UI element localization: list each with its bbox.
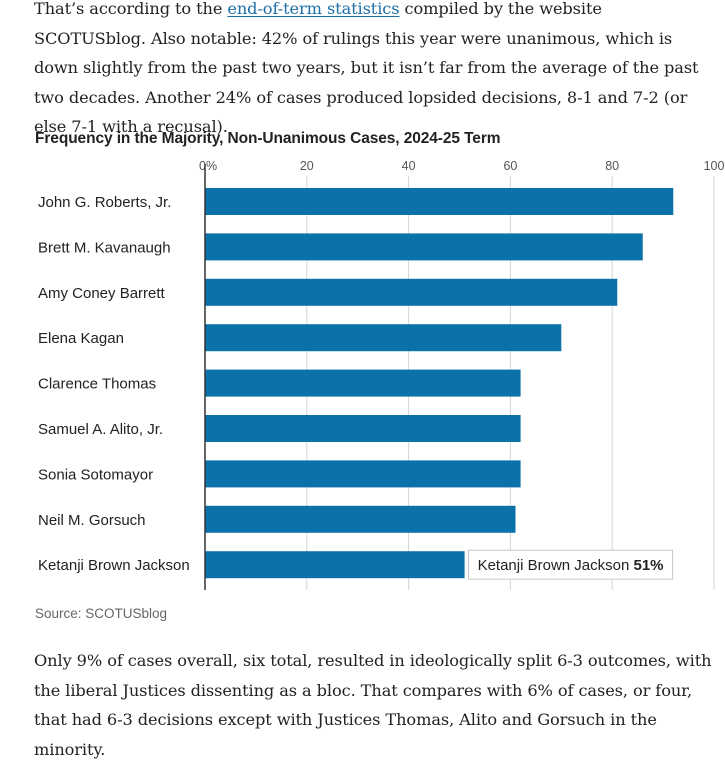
category-label: Elena Kagan [38,330,124,347]
x-tick-label: 20 [300,159,314,173]
closing-paragraph: Only 9% of cases overall, six total, res… [34,651,712,759]
category-label: Sonia Sotomayor [38,466,153,483]
bar [205,369,521,397]
bar-chart: 0% 20 40 60 80 100 John G. Roberts, Jr. Brett M… [38,159,725,590]
x-tick-label: 40 [402,159,416,173]
bar [205,415,521,442]
bar [205,233,643,261]
annotation-name: Ketanji Brown Jackson [478,557,634,574]
category-label: Neil M. Gorsuch [38,512,146,529]
end-of-term-statistics-link[interactable]: end-of-term statistics [227,0,400,18]
x-tick-label: 0% [199,159,217,173]
category-label: Amy Coney Barrett [38,285,166,302]
annotation-box [468,549,674,580]
intro-text-before-link: That’s according to the [34,0,228,18]
category-label: Samuel A. Alito, Jr. [38,421,163,438]
x-tick-label: 60 [503,159,517,173]
bar [205,188,674,215]
chart-source: Source: SCOTUSblog [35,606,168,621]
bar [205,324,562,352]
chart-title: Frequency in the Majority, Non-Unanimous… [35,130,501,147]
bar [205,505,516,533]
annotation-label: Ketanji Brown Jackson 51% [478,557,664,574]
intro-paragraph: That’s according to the end-of-term stat… [34,0,714,142]
bar [205,278,618,306]
bar [205,551,465,579]
annotation-value: 51% [634,557,664,574]
category-label: Clarence Thomas [38,376,156,393]
category-label: Brett M. Kavanaugh [38,239,171,256]
intro-text-after-link: compiled by the website SCOTUSblog. Also… [34,0,699,136]
x-tick-label: 80 [605,159,619,173]
bar [205,460,521,488]
category-label: Ketanji Brown Jackson [38,557,190,574]
category-label: John G. Roberts, Jr. [38,194,171,211]
x-tick-label: 100 [704,159,725,173]
